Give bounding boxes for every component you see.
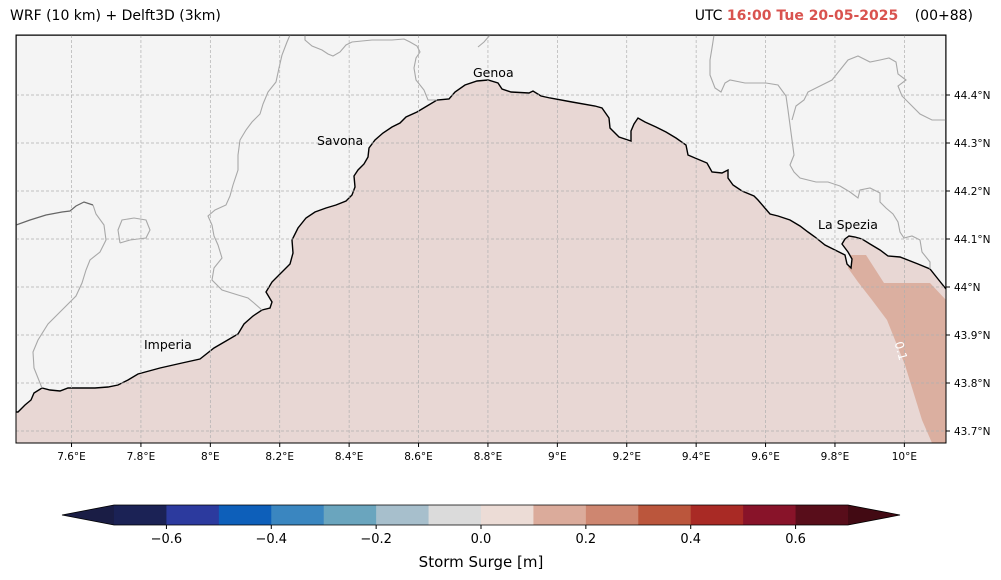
lon-tick-label: 9.4°E <box>682 451 711 463</box>
lon-tick-label: 9.2°E <box>612 451 641 463</box>
longitude-tick-labels: 7.6°E 7.8°E 8°E 8.2°E 8.4°E 8.6°E 8.8°E 9°E 9.2°… <box>57 443 917 463</box>
contour-label: 0.1 <box>892 340 910 362</box>
colorbar-segment <box>638 505 692 525</box>
colorbar-tick-label: −0.6 <box>151 532 183 547</box>
latitude-tick-labels: 43.7°N 43.8°N 43.9°N 44°N 44.1°N 44.2°N 44.3°N… <box>946 90 990 438</box>
lat-tick-label: 44.4°N <box>954 90 990 102</box>
colorbar-over-arrow <box>848 505 900 525</box>
lat-tick-label: 43.7°N <box>954 426 990 438</box>
lead-time: (00+88) <box>914 8 973 24</box>
lon-tick-label: 8.6°E <box>404 451 433 463</box>
colorbar-segment <box>481 505 534 525</box>
lat-tick-label: 44.2°N <box>954 186 990 198</box>
admin-borders <box>32 35 946 389</box>
city-savona: Savona <box>317 133 363 148</box>
valid-time: 16:00 Tue 20-05-2025 <box>726 8 899 24</box>
city-imperia: Imperia <box>144 337 192 352</box>
colorbar-segment <box>323 505 377 525</box>
colorbar-segment <box>428 505 482 525</box>
lat-tick-label: 44.1°N <box>954 234 990 246</box>
utc-label: UTC <box>694 8 723 24</box>
lon-tick-label: 7.8°E <box>127 451 156 463</box>
city-la-spezia: La Spezia <box>818 217 878 232</box>
lat-tick-label: 44°N <box>954 282 980 294</box>
colorbar-tick-label: −0.2 <box>360 532 392 547</box>
city-genoa: Genoa <box>473 65 514 80</box>
colorbar-segment <box>376 505 430 525</box>
colorbar-tick-label: −0.4 <box>255 532 287 547</box>
colorbar-segment <box>114 505 167 525</box>
lon-tick-label: 8.4°E <box>335 451 364 463</box>
lon-tick-label: 9.8°E <box>821 451 850 463</box>
colorbar-segment <box>795 505 849 525</box>
lat-tick-label: 43.8°N <box>954 378 990 390</box>
colorbar <box>61 504 901 526</box>
colorbar-segment <box>271 505 325 525</box>
colorbar-tick-label: 0.2 <box>576 532 597 547</box>
map-title: WRF (10 km) + Delft3D (3km) <box>10 8 221 24</box>
map-panel <box>16 35 946 443</box>
colorbar-segment <box>218 505 272 525</box>
colorbar-outline <box>61 504 901 526</box>
surge-patch-east <box>848 255 946 443</box>
colorbar-segment <box>166 505 220 525</box>
colorbar-under-arrow <box>62 505 114 525</box>
lon-tick-label: 7.6°E <box>57 451 86 463</box>
colorbar-label: Storm Surge [m] <box>418 553 544 571</box>
lon-tick-label: 9°E <box>548 451 567 463</box>
lon-tick-label: 8.8°E <box>474 451 503 463</box>
colorbar-tick-label: 0.0 <box>471 532 492 547</box>
lat-tick-label: 44.3°N <box>954 138 990 150</box>
colorbar-segment <box>585 505 639 525</box>
colorbar-tick-label: 0.4 <box>680 532 701 547</box>
lon-tick-label: 10°E <box>892 451 917 463</box>
city-labels: Genoa Savona Imperia La Spezia <box>144 65 878 352</box>
lon-tick-label: 9.6°E <box>751 451 780 463</box>
lat-tick-label: 43.9°N <box>954 330 990 342</box>
colorbar-tick-label: 0.6 <box>785 532 806 547</box>
forecast-time-title: UTC 16:00 Tue 20-05-2025 (00+88) <box>695 8 973 24</box>
map-gridlines <box>16 35 946 443</box>
colorbar-segment <box>743 505 797 525</box>
lon-tick-label: 8.2°E <box>265 451 294 463</box>
colorbar-segment <box>533 505 587 525</box>
lon-tick-label: 8°E <box>201 451 220 463</box>
colorbar-segment <box>690 505 744 525</box>
france-border <box>16 201 94 226</box>
colorbar-ticks: −0.6 −0.4 −0.2 0.0 0.2 0.4 0.6 <box>151 525 806 547</box>
